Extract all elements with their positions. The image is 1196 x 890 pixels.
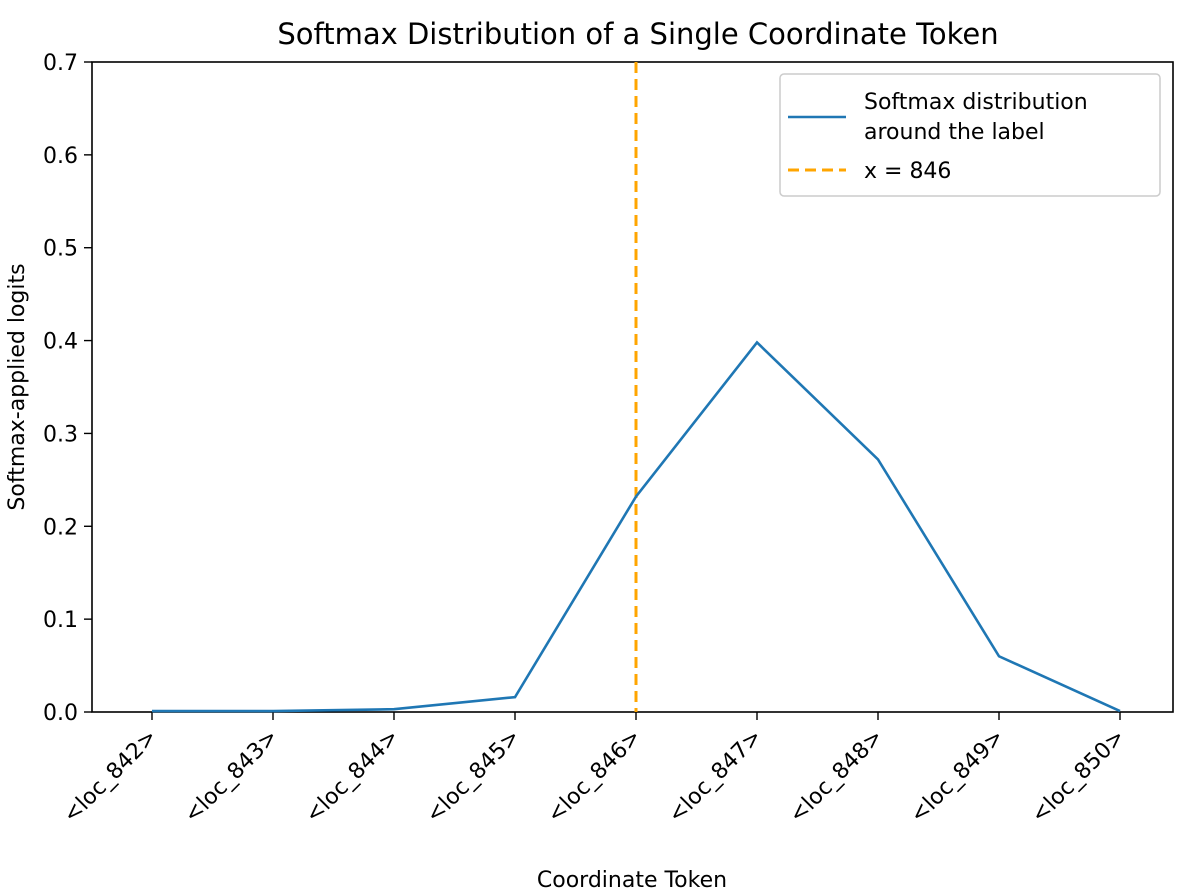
y-tick-label: 0.7 [43,51,78,76]
y-tick-label: 0.5 [43,237,78,262]
x-tick-label: <loc_848> [785,725,889,829]
x-tick-label: <loc_845> [422,725,526,829]
x-axis-label: Coordinate Token [537,868,727,890]
chart-title: Softmax Distribution of a Single Coordin… [277,17,998,51]
y-tick-label: 0.0 [43,701,78,726]
y-tick-label: 0.2 [43,515,78,540]
series-line [152,340,1121,713]
legend-series-label: Softmax distribution around the label [864,90,1095,145]
y-axis-label: Softmax-applied logits [5,263,30,510]
x-tick-label: <loc_843> [180,725,284,829]
x-tick-label: <loc_842> [59,725,163,829]
x-axis: <loc_842> <loc_843> <loc_844> <loc_845> <loc… [59,712,1131,829]
legend: Softmax distribution around the label x … [779,73,1161,197]
x-tick-label: <loc_849> [906,725,1010,829]
y-axis: 0.0 0.1 0.2 0.3 0.4 0.5 0.6 0.7 [43,51,92,726]
x-tick-label: <loc_844> [301,725,405,829]
x-tick-label: <loc_846> [543,725,647,829]
legend-reference-label: x = 846 [864,159,951,184]
legend-series-label-line-1: Softmax distribution [864,90,1088,115]
y-tick-label: 0.6 [43,144,78,169]
y-tick-label: 0.4 [43,330,78,355]
x-tick-label: <loc_847> [664,725,768,829]
x-tick-label: <loc_850> [1027,725,1131,829]
y-tick-label: 0.1 [43,608,78,633]
plot-frame [91,61,1174,713]
plot-area [91,61,1174,713]
y-tick-label: 0.3 [43,422,78,447]
legend-series-label-line-2: around the label [864,120,1045,145]
legend-frame [779,73,1161,197]
